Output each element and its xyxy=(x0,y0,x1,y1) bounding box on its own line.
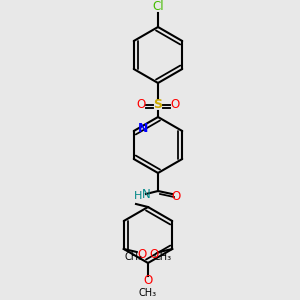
Text: O: O xyxy=(171,190,181,202)
Text: CH₃: CH₃ xyxy=(139,288,157,298)
Text: CH₃: CH₃ xyxy=(154,252,172,262)
Text: O: O xyxy=(150,248,159,260)
Text: N: N xyxy=(138,122,148,136)
Text: O: O xyxy=(136,98,146,112)
Text: H: H xyxy=(134,191,142,201)
Text: S: S xyxy=(154,98,163,112)
Text: O: O xyxy=(170,98,180,112)
Text: Cl: Cl xyxy=(152,1,164,13)
Text: CH₃: CH₃ xyxy=(124,252,142,262)
Text: O: O xyxy=(143,274,153,287)
Text: O: O xyxy=(137,248,146,260)
Text: N: N xyxy=(142,188,150,200)
